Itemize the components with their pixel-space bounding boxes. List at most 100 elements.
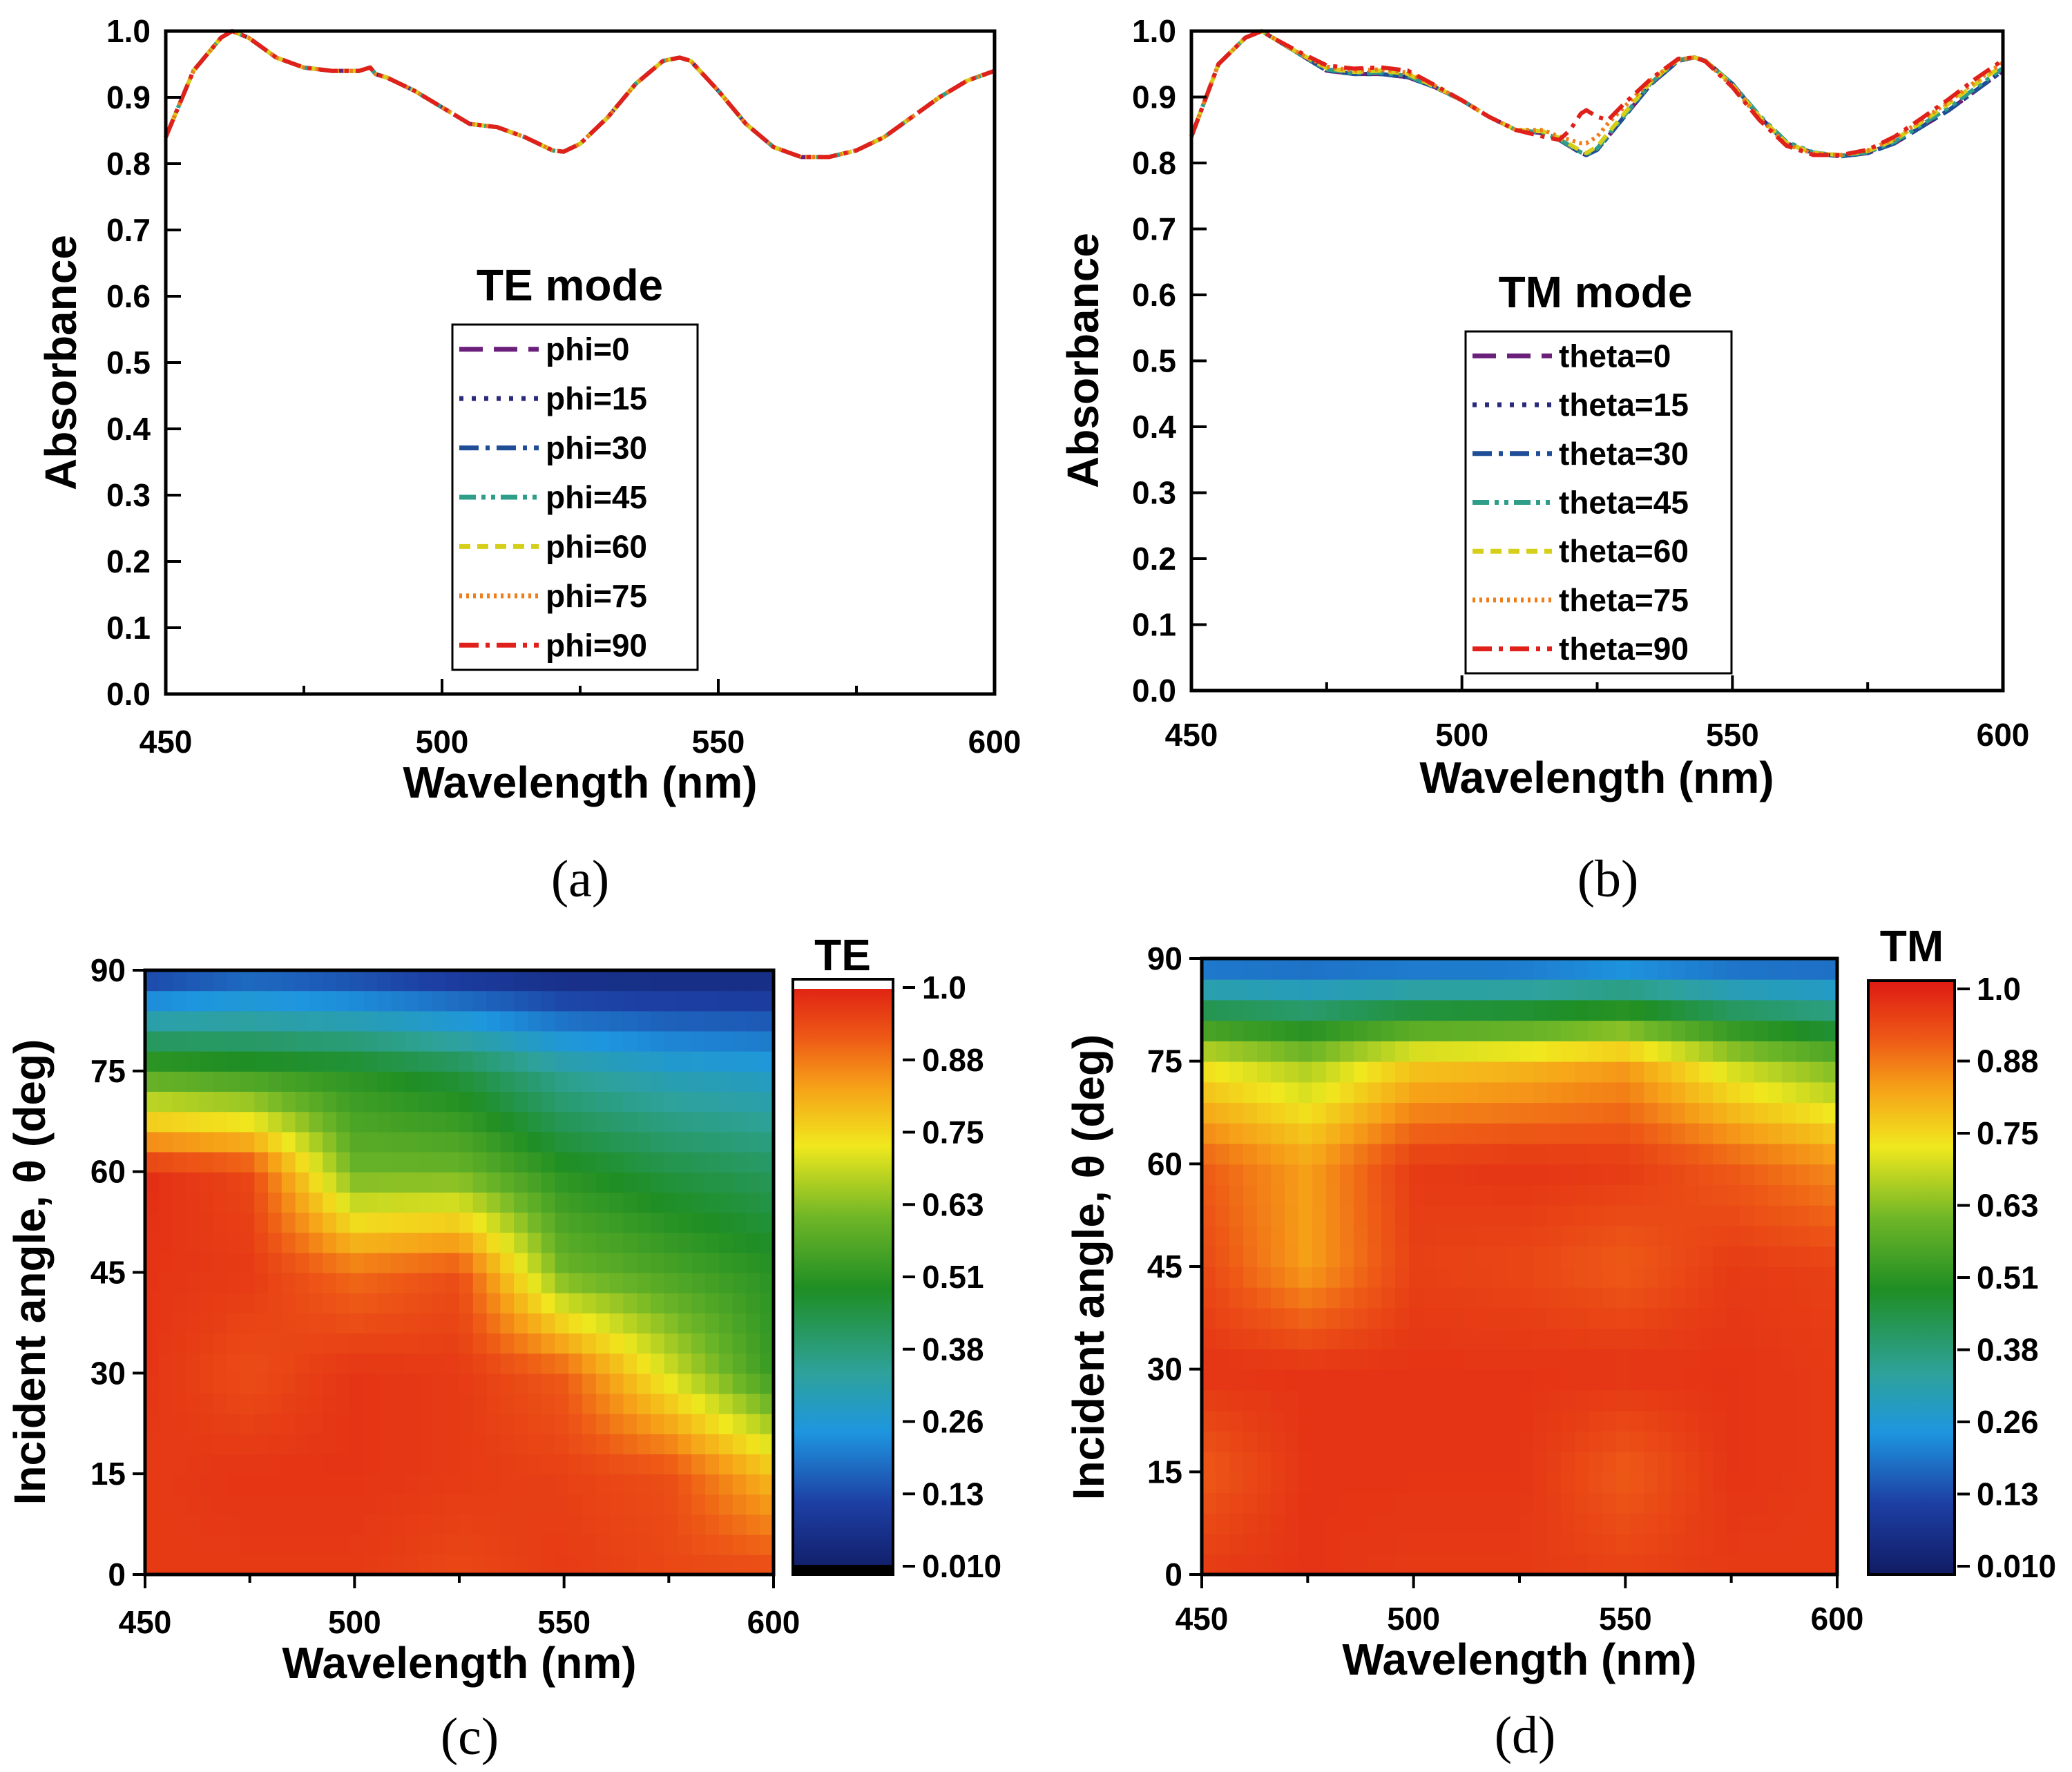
heatmap-cell-d <box>1298 1204 1313 1226</box>
heatmap-cell-c <box>746 1454 761 1475</box>
heatmap-cell-c <box>404 1171 419 1193</box>
heatmap-cell-c <box>637 1494 651 1515</box>
heatmap-cell-c <box>664 1534 679 1555</box>
heatmap-cell-c <box>349 970 365 992</box>
heatmap-cell-c <box>746 1494 761 1515</box>
heatmap-cell-c <box>445 1554 460 1574</box>
heatmap-cell-c <box>377 1050 392 1072</box>
heatmap-cell-c <box>678 1010 693 1032</box>
heatmap-cell-c <box>705 1171 720 1193</box>
heatmap-cell-c <box>609 990 624 1012</box>
heatmap-cell-c <box>254 1292 269 1313</box>
series-line-b-0 <box>1189 29 2004 159</box>
heatmap-cell-c <box>349 1333 365 1354</box>
heatmap-cell-d <box>1506 1369 1520 1391</box>
heatmap-cell-c <box>295 1191 310 1213</box>
heatmap-cell-c <box>445 1131 460 1153</box>
heatmap-cell-d <box>1340 1122 1354 1144</box>
heatmap-cell-d <box>1450 1533 1465 1555</box>
heatmap-cell-c <box>363 1272 378 1293</box>
heatmap-cell-c <box>363 1212 378 1233</box>
heatmap-cell-d <box>1368 1492 1382 1514</box>
heatmap-cell-d <box>1257 1081 1272 1104</box>
heatmap-cell-c <box>200 1070 214 1092</box>
heatmap-cell-d <box>1368 1328 1382 1349</box>
colorbar-tick-label-d-1: 0.13 <box>1977 1476 2039 1512</box>
heatmap-cell-c <box>760 1474 774 1495</box>
heatmap-cell-d <box>1409 1430 1423 1452</box>
heatmap-cell-c <box>158 1091 173 1113</box>
heatmap-cell-c <box>349 990 365 1012</box>
heatmap-cell-d <box>1810 1328 1824 1349</box>
heatmap-cell-c <box>240 1333 256 1354</box>
heatmap-cell-d <box>1243 1020 1258 1041</box>
heatmap-cell-d <box>1492 1389 1506 1412</box>
heatmap-cell-d <box>1229 1122 1244 1144</box>
heatmap-cell-c <box>664 1312 679 1333</box>
heatmap-cell-d <box>1699 1143 1714 1165</box>
heatmap-cell-c <box>746 1212 761 1233</box>
heatmap-cell-d <box>1810 1164 1824 1185</box>
heatmap-cell-c <box>213 1292 228 1313</box>
heatmap-cell-d <box>1602 1492 1617 1514</box>
heatmap-cell-c <box>309 1514 324 1535</box>
heatmap-cell-d <box>1713 1410 1727 1432</box>
heatmap-cell-c <box>145 1554 160 1574</box>
heatmap-cell-d <box>1713 1307 1727 1329</box>
y-tick-label-a-5: 0.5 <box>106 345 151 381</box>
heatmap-cell-d <box>1243 1410 1258 1432</box>
heatmap-cell-d <box>1727 1512 1741 1534</box>
heatmap-cell-c <box>309 1070 324 1092</box>
heatmap-cell-c <box>459 1030 474 1052</box>
heatmap-cell-c <box>651 1232 665 1253</box>
heatmap-cell-c <box>555 1252 570 1273</box>
heatmap-cell-c <box>623 1151 638 1173</box>
heatmap-cell-c <box>718 970 733 992</box>
heatmap-cell-c <box>445 1111 460 1133</box>
heatmap-cell-c <box>254 990 269 1012</box>
heatmap-cell-d <box>1796 1102 1810 1124</box>
heatmap-cell-c <box>582 1494 597 1515</box>
heatmap-cell-c <box>363 1393 378 1414</box>
heatmap-cell-d <box>1658 1512 1672 1534</box>
heatmap-cell-c <box>240 1413 256 1434</box>
heatmap-cell-c <box>336 1232 351 1253</box>
heatmap-cell-c <box>760 1010 774 1032</box>
heatmap-cell-d <box>1423 1451 1437 1473</box>
heatmap-cell-d <box>1699 979 1714 1001</box>
heatmap-cell-c <box>336 1070 351 1092</box>
heatmap-cell-d <box>1616 1430 1631 1452</box>
heatmap-cell-d <box>1589 1554 1603 1574</box>
heatmap-cell-d <box>1713 959 1727 980</box>
heatmap-cell-c <box>432 1292 447 1313</box>
heatmap-cell-d <box>1326 1369 1341 1391</box>
heatmap-cell-d <box>1658 959 1672 980</box>
heatmap-cell-c <box>595 1373 611 1394</box>
heatmap-cell-c <box>705 1554 720 1574</box>
heatmap-cell-c <box>718 1131 733 1153</box>
heatmap-cell-d <box>1561 959 1575 980</box>
heatmap-cell-c <box>664 1454 679 1475</box>
heatmap-cell-d <box>1381 1410 1396 1432</box>
heatmap-cell-c <box>500 1111 515 1133</box>
heatmap-cell-c <box>404 990 419 1012</box>
heatmap-cell-c <box>309 1212 324 1233</box>
heatmap-cell-c <box>609 1514 624 1535</box>
heatmap-cell-c <box>623 1252 638 1273</box>
heatmap-cell-c <box>323 1131 337 1153</box>
heatmap-cell-d <box>1644 1164 1658 1185</box>
heatmap-cell-c <box>514 1252 528 1273</box>
heatmap-cell-d <box>1202 1122 1216 1144</box>
y-tick-label-b-2: 0.2 <box>1132 541 1176 577</box>
heatmap-cell-c <box>555 1454 570 1475</box>
heatmap-cell-c <box>145 1353 160 1374</box>
x-axis-title-c: Wavelength (nm) <box>282 1638 636 1688</box>
heatmap-cell-c <box>555 1131 570 1153</box>
heatmap-cell-d <box>1464 1472 1479 1493</box>
heatmap-cell-d <box>1243 1389 1258 1412</box>
heatmap-cell-c <box>732 1514 747 1535</box>
heatmap-cell-d <box>1326 1184 1341 1206</box>
heatmap-cell-d <box>1450 1061 1465 1083</box>
heatmap-cell-c <box>609 1534 624 1555</box>
